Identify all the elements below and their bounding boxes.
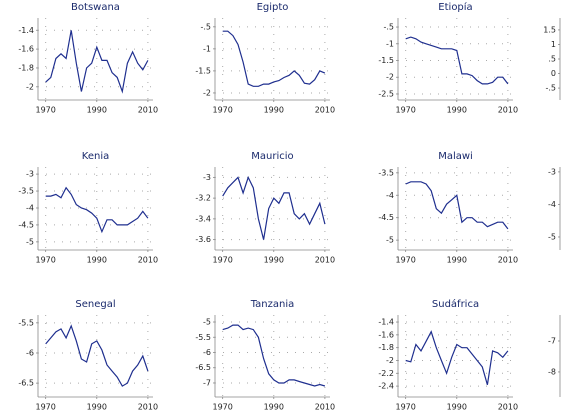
y-tick-label: -1.8	[18, 63, 34, 72]
x-tick-label: 1990	[264, 106, 284, 115]
series-line	[405, 36, 509, 85]
x-tick-label: 2010	[315, 403, 335, 412]
x-tick-label: 1990	[87, 403, 107, 412]
x-tick-label: 2010	[138, 106, 158, 115]
y-tick-label: -.5	[545, 84, 556, 93]
y-tick-label: -6.5	[18, 379, 34, 388]
y-tick-label: -2	[386, 356, 394, 365]
panel-title: Etiopía	[438, 1, 472, 13]
x-tick-label: 2010	[498, 256, 518, 265]
y-tick-label: -1.8	[378, 343, 394, 352]
series-line	[45, 186, 149, 234]
y-tick-label: -1	[203, 44, 211, 53]
y-tick-label: -4	[386, 191, 394, 200]
x-tick-label: 1990	[87, 256, 107, 265]
x-tick-label: 1970	[395, 106, 415, 115]
y-tick-label: -4.5	[18, 220, 34, 229]
y-tick-label: -1.5	[195, 66, 211, 75]
y-tick-label: -3.5	[18, 187, 34, 196]
y-tick-label: -7	[548, 336, 556, 345]
x-tick-label: 2010	[138, 403, 158, 412]
x-tick-label: 2010	[498, 403, 518, 412]
x-tick-label: 1990	[447, 256, 467, 265]
x-tick-label: 1970	[395, 403, 415, 412]
y-tick-label: -5	[386, 236, 394, 245]
y-tick-label: -.5	[200, 22, 211, 31]
series-line	[405, 181, 509, 230]
panel-title: Mauricio	[251, 151, 293, 162]
x-tick-label: 1990	[87, 106, 107, 115]
y-tick-label: -1.6	[378, 330, 394, 339]
y-tick-label: 0	[551, 69, 556, 78]
y-tick-label: -1	[386, 39, 394, 48]
series-line	[222, 175, 326, 240]
y-tick-label: -3.4	[195, 214, 211, 223]
y-tick-label: -2	[386, 73, 394, 82]
panel-title: Senegal	[75, 299, 115, 310]
y-tick-label: -.5	[383, 23, 394, 32]
y-tick-label: -1.4	[378, 318, 394, 327]
x-tick-label: 1990	[264, 256, 284, 265]
y-tick-label: -7	[203, 378, 211, 387]
panel-title: Malawi	[438, 151, 473, 162]
y-tick-label: -3	[203, 173, 211, 182]
x-tick-label: 1970	[35, 106, 55, 115]
y-tick-label: -8	[548, 367, 556, 376]
x-tick-label: 1970	[35, 403, 55, 412]
y-tick-label: .5	[548, 55, 556, 64]
y-tick-label: -5.5	[18, 318, 34, 327]
series-line	[45, 30, 149, 94]
x-tick-label: 2010	[315, 256, 335, 265]
y-tick-label: -2.2	[378, 369, 394, 378]
x-tick-label: 2010	[498, 106, 518, 115]
y-tick-label: -3.2	[195, 194, 211, 203]
panel-title: Botswana	[71, 2, 120, 13]
series-line	[405, 330, 509, 385]
y-tick-label: -4.5	[378, 213, 394, 222]
x-tick-label: 2010	[315, 106, 335, 115]
y-tick-label: -3.5	[378, 168, 394, 177]
y-tick-label: -1.6	[18, 45, 34, 54]
x-tick-label: 1990	[447, 403, 467, 412]
x-tick-label: 1970	[212, 403, 232, 412]
y-tick-label: -6.5	[195, 363, 211, 372]
y-tick-label: 1.5	[543, 25, 556, 34]
y-tick-label: -3	[548, 167, 556, 176]
y-tick-label: -5	[203, 318, 211, 327]
panel-title: Sudáfrica	[432, 298, 479, 310]
y-tick-label: -4	[548, 200, 556, 209]
y-tick-label: -2.5	[378, 89, 394, 98]
series-line	[222, 324, 326, 387]
x-tick-label: 2010	[138, 256, 158, 265]
x-tick-label: 1970	[212, 256, 232, 265]
y-tick-label: -5	[548, 232, 556, 241]
y-tick-label: -5.5	[195, 333, 211, 342]
y-tick-label: -4	[26, 203, 34, 212]
y-tick-label: -3	[26, 170, 34, 179]
x-tick-label: 1970	[35, 256, 55, 265]
y-tick-label: -3.6	[195, 235, 211, 244]
series-line	[45, 324, 149, 387]
y-tick-label: -1.4	[18, 26, 34, 35]
x-tick-label: 1970	[395, 256, 415, 265]
x-tick-label: 1990	[264, 403, 284, 412]
y-tick-label: -6	[26, 348, 34, 357]
x-tick-label: 1990	[447, 106, 467, 115]
y-tick-label: -2.4	[378, 382, 394, 391]
y-tick-label: -6	[203, 348, 211, 357]
x-tick-label: 1970	[212, 106, 232, 115]
series-line	[222, 30, 326, 87]
y-tick-label: -2	[203, 88, 211, 97]
panel-title: Kenia	[82, 151, 109, 162]
y-tick-label: -5	[26, 237, 34, 246]
panel-title: Tanzania	[250, 299, 295, 310]
y-tick-label: 1	[551, 40, 556, 49]
panel-title: Egipto	[257, 2, 289, 13]
y-tick-label: -1.5	[378, 56, 394, 65]
y-tick-label: -2	[26, 82, 34, 91]
